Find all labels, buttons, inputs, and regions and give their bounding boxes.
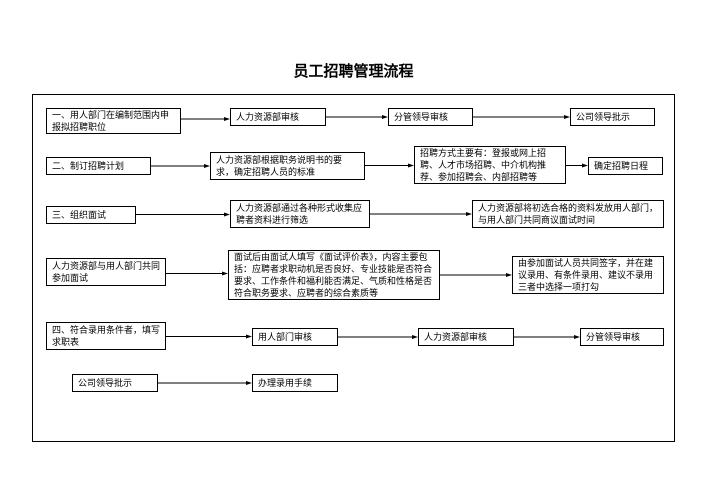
- flow-node: 三、组织面试: [46, 206, 136, 224]
- flow-node-label: 人力资源部将初选合格的资料发放用人部门，与用人部门共同商议面试时间: [478, 202, 658, 226]
- flow-node-label: 面试后由面试人填写《面试评价表》，内容主要包括：应聘者求职动机是否良好、专业技能…: [234, 251, 434, 300]
- flow-node: 人力资源部审核: [418, 328, 514, 346]
- flow-node-label: 人力资源部根据职务说明书的要求，确定招聘人员的标准: [216, 154, 359, 178]
- flow-node: 确定招聘日程: [588, 157, 663, 175]
- flow-node-label: 四、符合录用条件者，填写求职表: [52, 324, 160, 348]
- flow-node-label: 分管领导审核: [394, 111, 448, 123]
- flow-node: 面试后由面试人填写《面试评价表》，内容主要包括：应聘者求职动机是否良好、专业技能…: [228, 250, 440, 300]
- flow-node-label: 办理录用手续: [258, 377, 312, 389]
- flow-node-label: 人力资源部审核: [236, 111, 299, 123]
- flow-node: 办理录用手续: [252, 374, 338, 392]
- flow-node: 人力资源部审核: [230, 108, 326, 126]
- flow-node-label: 确定招聘日程: [594, 160, 648, 172]
- flow-node: 一、用人部门在编制范围内申报拟招聘职位: [46, 108, 181, 134]
- flow-node-label: 用人部门审核: [258, 331, 312, 343]
- flow-node-label: 人力资源部通过各种形式收集应聘者资料进行筛选: [236, 202, 364, 226]
- flow-node: 人力资源部将初选合格的资料发放用人部门，与用人部门共同商议面试时间: [472, 200, 664, 228]
- flow-node: 四、符合录用条件者，填写求职表: [46, 322, 166, 350]
- flow-node-label: 三、组织面试: [52, 209, 106, 221]
- flow-node-label: 公司领导批示: [576, 111, 630, 123]
- flow-node-label: 公司领导批示: [78, 377, 132, 389]
- flow-node: 用人部门审核: [252, 328, 338, 346]
- flow-node-label: 一、用人部门在编制范围内申报拟招聘职位: [52, 109, 175, 133]
- flow-node-label: 招聘方式主要有：登报或网上招聘、人才市场招聘、中介机构推荐、参加招聘会、内部招聘…: [420, 147, 560, 183]
- diagram-title: 员工招聘管理流程: [0, 60, 707, 81]
- flow-node-label: 二、制订招聘计划: [52, 160, 124, 172]
- flow-node-label: 分管领导审核: [586, 331, 640, 343]
- flow-node: 公司领导批示: [570, 108, 655, 126]
- flow-node: 分管领导审核: [388, 108, 473, 126]
- flow-node: 人力资源部通过各种形式收集应聘者资料进行筛选: [230, 200, 370, 228]
- flow-node-label: 由参加面试人员共同签字，并在建议录用、有条件录用、建议不录用三者中选择一项打勾: [518, 257, 658, 293]
- flow-node: 人力资源部根据职务说明书的要求，确定招聘人员的标准: [210, 152, 365, 180]
- flow-node: 招聘方式主要有：登报或网上招聘、人才市场招聘、中介机构推荐、参加招聘会、内部招聘…: [414, 146, 566, 184]
- flow-node: 二、制订招聘计划: [46, 157, 151, 175]
- flow-node: 由参加面试人员共同签字，并在建议录用、有条件录用、建议不录用三者中选择一项打勾: [512, 256, 664, 294]
- flow-node: 公司领导批示: [72, 374, 158, 392]
- flow-node: 分管领导审核: [580, 328, 664, 346]
- flow-node-label: 人力资源部与用人部门共同参加面试: [52, 260, 160, 284]
- flow-node-label: 人力资源部审核: [424, 331, 487, 343]
- flow-node: 人力资源部与用人部门共同参加面试: [46, 258, 166, 286]
